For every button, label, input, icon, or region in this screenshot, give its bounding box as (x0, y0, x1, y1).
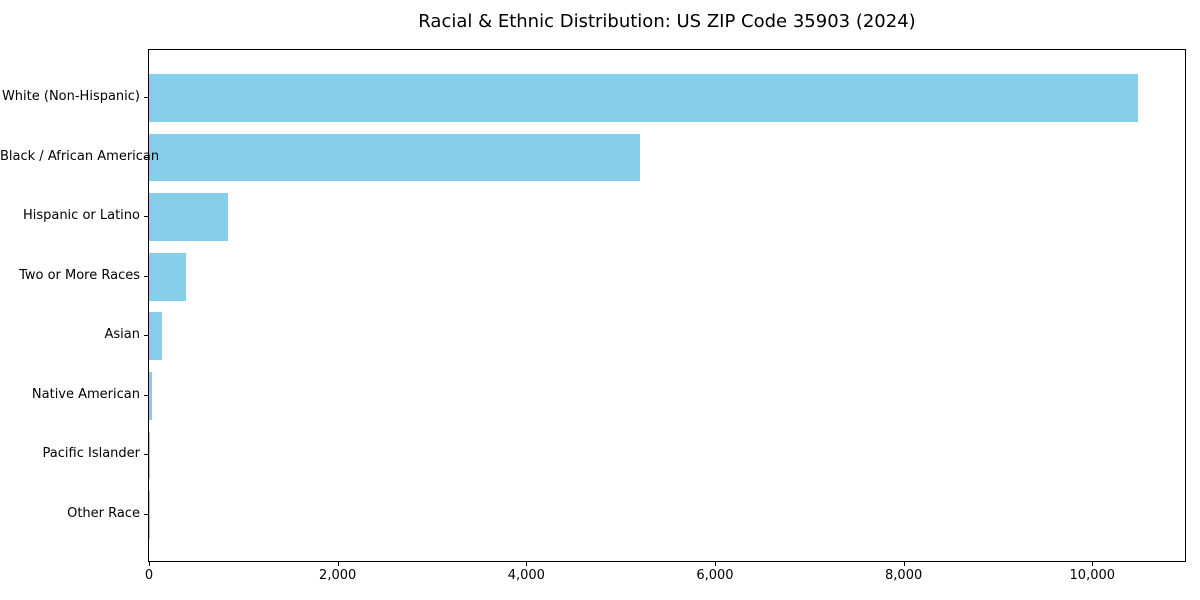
y-tick-mark (144, 335, 148, 337)
y-axis-label: Pacific Islander (42, 446, 140, 462)
x-tick-label: 8,000 (885, 568, 923, 583)
x-tick-label: 2,000 (319, 568, 357, 583)
y-tick-mark (144, 513, 148, 515)
y-tick-mark (144, 97, 148, 98)
x-tick-label: 6,000 (696, 568, 734, 583)
x-tick-mark (149, 562, 150, 566)
bar-pacific-islander (149, 431, 150, 480)
x-tick-label: 4,000 (507, 568, 545, 583)
x-tick-mark (903, 562, 905, 566)
y-tick-mark (144, 156, 148, 158)
chart-title: Racial & Ethnic Distribution: US ZIP Cod… (418, 11, 916, 32)
bar-asian (149, 312, 163, 361)
y-tick-mark (144, 275, 148, 277)
plot-area (148, 49, 1186, 562)
y-axis-label: Native American (31, 386, 140, 402)
y-axis-label: Two or More Races (19, 267, 140, 283)
y-tick-mark (144, 216, 148, 218)
y-tick-mark (144, 454, 148, 456)
bar-native-american (149, 372, 152, 420)
x-tick-mark (1092, 562, 1094, 566)
y-axis-label: Hispanic or Latino (22, 208, 140, 224)
bar-two-or-more-races (149, 252, 186, 301)
x-tick-mark (526, 562, 528, 566)
y-axis-label: Other Race (67, 505, 140, 521)
x-tick-mark (337, 562, 339, 566)
x-tick-mark (714, 562, 716, 566)
y-axis-label: Black / African American (0, 148, 160, 164)
x-tick-label: 10,000 (1069, 568, 1116, 583)
y-axis-label: White (Non-Hispanic) (1, 89, 140, 104)
x-tick-label: 0 (144, 568, 154, 583)
bar-black-african-american (149, 133, 640, 182)
bar-white-non-hispanic (149, 74, 1138, 122)
bar-hispanic-or-latino (149, 193, 228, 241)
y-axis-label: Asian (104, 327, 140, 343)
y-tick-mark (144, 394, 148, 396)
